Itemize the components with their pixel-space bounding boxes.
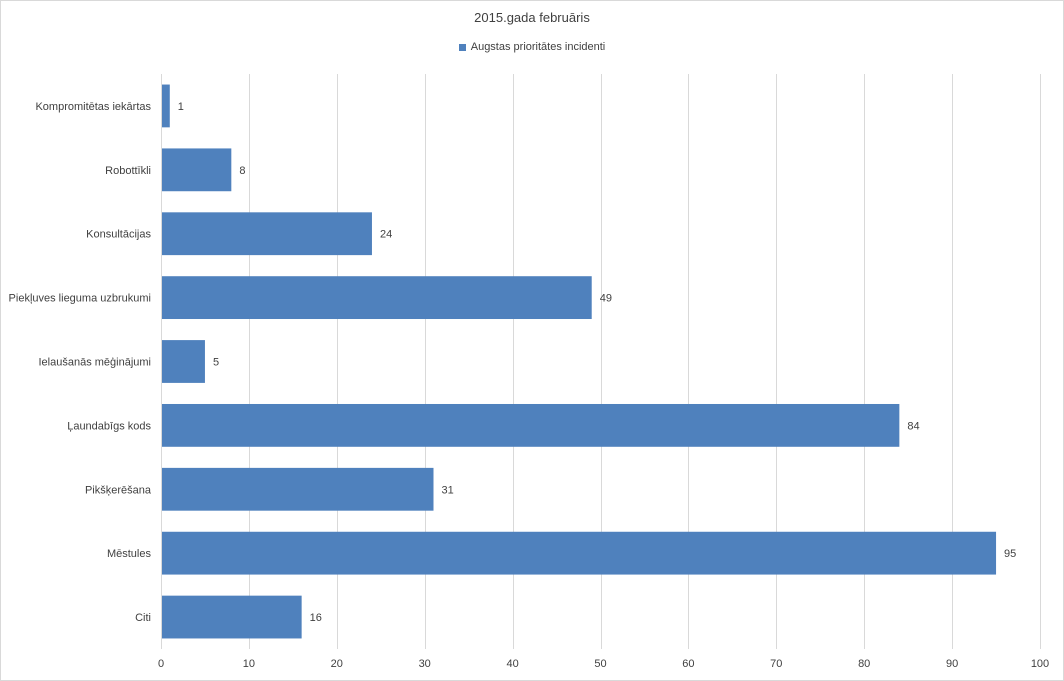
bar-5: [161, 403, 900, 447]
category-label-5: Ļaundabīgs kods: [67, 420, 151, 432]
data-label-6: 31: [441, 484, 453, 496]
x-tick-label-100: 100: [1031, 658, 1049, 670]
bar-0: [161, 84, 170, 128]
category-label-7: Mēstules: [107, 548, 152, 560]
bar-7: [161, 531, 997, 575]
data-label-5: 84: [907, 420, 919, 432]
x-tick-label-0: 0: [158, 658, 164, 670]
data-label-1: 8: [239, 165, 245, 177]
category-label-0: Kompromitētas iekārtas: [35, 101, 151, 113]
legend: Augstas prioritātes incidenti: [0, 41, 1064, 53]
x-tick-label-10: 10: [243, 658, 255, 670]
data-label-0: 1: [178, 101, 184, 113]
x-tick-label-50: 50: [594, 658, 606, 670]
category-label-3: Piekļuves lieguma uzbrukumi: [9, 293, 151, 305]
data-label-2: 24: [380, 229, 392, 241]
chart-title: 2015.gada februāris: [474, 10, 590, 25]
category-label-8: Citi: [135, 612, 151, 624]
category-label-1: Robottīkli: [105, 165, 151, 177]
x-tick-label-20: 20: [331, 658, 343, 670]
bar-8: [161, 595, 302, 639]
bar-6: [161, 467, 434, 511]
legend-swatch: [458, 43, 466, 51]
legend-label: Augstas prioritātes incidenti: [470, 41, 606, 53]
x-tick-label-90: 90: [946, 658, 958, 670]
data-label-8: 16: [310, 612, 322, 624]
x-tick-label-30: 30: [419, 658, 431, 670]
data-label-3: 49: [600, 293, 612, 305]
bar-3: [161, 276, 592, 320]
bar-4: [161, 340, 205, 383]
category-label-6: Pikšķerēšana: [85, 484, 152, 496]
bar-2: [161, 212, 372, 256]
bar-1: [161, 148, 232, 192]
x-tick-label-40: 40: [506, 658, 518, 670]
x-tick-label-70: 70: [770, 658, 782, 670]
data-label-4: 5: [213, 357, 219, 369]
category-label-2: Konsultācijas: [86, 229, 151, 241]
category-label-4: Ielaušanās mēģinājumi: [38, 356, 151, 369]
data-label-7: 95: [1004, 548, 1016, 560]
x-tick-label-80: 80: [858, 658, 870, 670]
x-tick-label-60: 60: [682, 658, 694, 670]
